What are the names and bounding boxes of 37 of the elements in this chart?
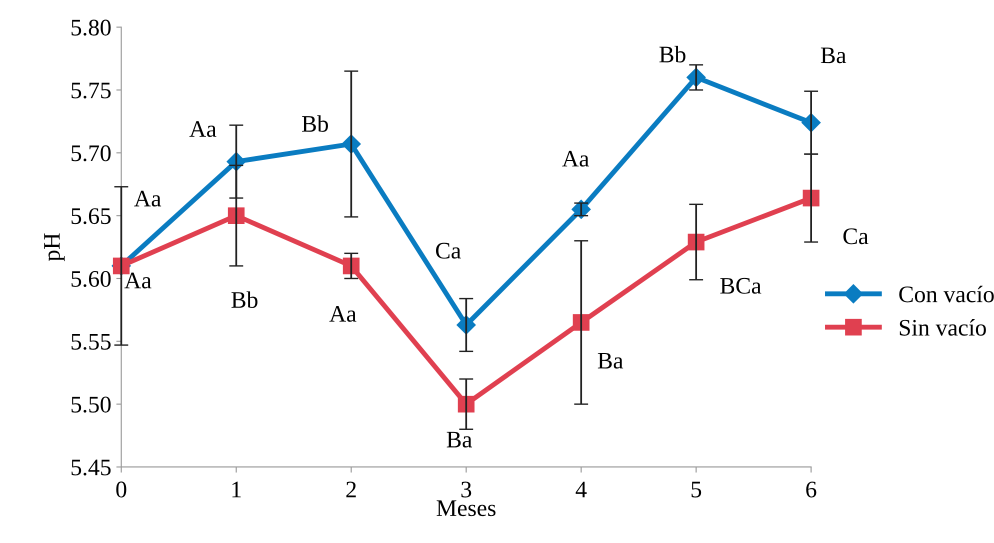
- x-tick-label: 4: [576, 482, 587, 498]
- y-tick-label: 5.75: [72, 82, 111, 99]
- annotation: Aa: [329, 306, 356, 322]
- y-tick-label: 5.55: [72, 334, 111, 350]
- annotation: Aa: [124, 272, 152, 288]
- annotation: Aa: [134, 190, 162, 207]
- y-tick-label: 5.65: [72, 208, 111, 224]
- legend-label: Sin vacío: [900, 319, 986, 336]
- y-axis-title: pH: [44, 233, 65, 262]
- x-tick-label: 3: [461, 482, 472, 498]
- point: [572, 314, 590, 331]
- annotation: Ba: [446, 432, 472, 448]
- x-axis-title: Meses: [436, 500, 496, 516]
- annotation: Aa: [189, 121, 216, 137]
- x-tick-label: 5: [692, 482, 702, 498]
- y-tick-label: 5.80: [72, 20, 111, 36]
- x-tick-label: 0: [116, 482, 126, 498]
- x-tick-label: 6: [806, 482, 816, 498]
- legend-label: Con vacío: [899, 286, 994, 302]
- annotation: Ca: [436, 242, 461, 259]
- annotation: Ba: [598, 352, 624, 369]
- annotation: Aa: [562, 150, 590, 167]
- annotation: Bb: [231, 291, 258, 308]
- point: [342, 258, 360, 274]
- annotation: Ca: [843, 228, 868, 244]
- x-tick-label: 2: [346, 482, 356, 498]
- point: [228, 207, 245, 224]
- y-tick-label: 5.70: [72, 145, 111, 162]
- annotation: Bb: [302, 115, 328, 132]
- y-tick-label: 5.45: [72, 460, 111, 476]
- x-tick-label: 1: [232, 482, 241, 498]
- annotation: BCa: [720, 278, 762, 294]
- annotation: Bb: [659, 46, 686, 62]
- y-tick-label: 5.60: [72, 270, 111, 288]
- annotation: Ba: [820, 48, 846, 64]
- point: [458, 396, 475, 412]
- y-tick-label: 5.50: [72, 396, 111, 413]
